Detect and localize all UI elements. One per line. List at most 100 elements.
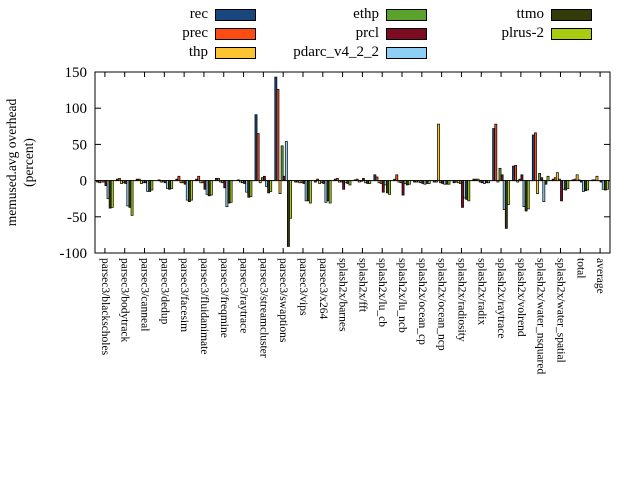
y-axis-label-line1: memused.avg overhead xyxy=(4,99,19,227)
legend-item-label: ethp xyxy=(353,6,379,22)
legend-color-swatch xyxy=(386,27,427,40)
bar-plrus-2 xyxy=(586,180,590,191)
x-category-label: total xyxy=(574,258,586,278)
x-category-label: parsec3/freqmine xyxy=(218,258,230,338)
bar-prec xyxy=(395,174,399,181)
x-category-label: average xyxy=(594,258,606,294)
bar-ethp xyxy=(498,167,502,181)
bar-thp xyxy=(555,172,559,181)
legend-column: ttmo plrus-2 xyxy=(428,5,592,43)
bar-ethp xyxy=(577,179,581,181)
bar-plrus-2 xyxy=(308,180,312,204)
bar-prec xyxy=(494,123,498,181)
bar-prec xyxy=(137,178,141,181)
legend-item: thp xyxy=(95,43,256,62)
x-category-label: parsec3/streamcluster xyxy=(257,258,269,358)
bar-thp xyxy=(437,123,440,181)
plot-frame xyxy=(94,71,611,254)
x-category-label: splash2x/fft xyxy=(356,258,368,313)
bar-prec xyxy=(434,180,438,183)
x-category-label: splash2x/radix xyxy=(475,258,487,325)
legend-item-label: ttmo xyxy=(516,6,544,22)
bar-plrus-2 xyxy=(526,180,530,210)
legend-color-swatch xyxy=(215,46,256,59)
bar-prcl xyxy=(381,180,385,193)
legend-item: prec xyxy=(95,24,256,43)
y-tick-label: -100 xyxy=(60,246,88,262)
bar-prcl xyxy=(342,180,346,190)
bar-prcl xyxy=(401,180,405,196)
bar-prcl xyxy=(263,175,266,181)
x-category-label: parsec3/vips xyxy=(297,258,309,316)
x-category-label: parsec3/x264 xyxy=(317,258,329,320)
bar-ttmo xyxy=(544,180,548,185)
bar-plrus-2 xyxy=(606,180,609,190)
bar-prcl xyxy=(500,174,504,181)
bar-plrus-2 xyxy=(388,180,391,195)
x-category-label: parsec3/blackscholes xyxy=(99,258,111,356)
bar-pdarc_v4_2_2 xyxy=(542,180,546,202)
bar-prec xyxy=(236,179,240,181)
legend-color-swatch xyxy=(215,8,256,21)
bar-plrus-2 xyxy=(249,180,253,197)
bar-prec xyxy=(514,165,518,181)
y-axis-label-line2: (percent) xyxy=(21,138,36,187)
bar-thp xyxy=(516,180,520,183)
bar-plrus-2 xyxy=(507,180,510,205)
legend-item: pdarc_v4_2_2 xyxy=(250,43,427,62)
legend-column: rec prec thp xyxy=(95,5,256,62)
x-category-label: parsec3/canneal xyxy=(139,258,151,331)
legend-color-swatch xyxy=(386,46,427,59)
bar-prec xyxy=(118,178,121,181)
y-tick-label: -50 xyxy=(67,210,87,226)
legend-item-label: plrus-2 xyxy=(501,25,545,41)
bar-ethp xyxy=(359,180,363,182)
x-category-label: parsec3/facesim xyxy=(178,258,190,332)
bar-prec xyxy=(534,132,537,181)
bar-plrus-2 xyxy=(368,180,372,184)
bar-thp xyxy=(595,175,599,181)
bar-plrus-2 xyxy=(407,180,411,185)
legend-item-label: pdarc_v4_2_2 xyxy=(293,44,379,60)
bar-plrus-2 xyxy=(447,180,451,185)
bar-plrus-2 xyxy=(269,180,273,192)
bar-rec xyxy=(314,180,317,183)
bar-prec xyxy=(316,178,319,181)
x-category-label: splash2x/water_nsquared xyxy=(535,258,547,374)
legend-item-label: prec xyxy=(182,25,208,41)
x-category-label: parsec3/fluidanimate xyxy=(198,258,210,354)
bar-thp xyxy=(476,178,480,181)
bar-prec xyxy=(335,178,339,181)
bar-prec xyxy=(375,176,379,181)
bar-plrus-2 xyxy=(348,180,352,186)
legend-color-swatch xyxy=(551,27,592,40)
x-category-label: parsec3/bodytrack xyxy=(119,258,131,343)
bar-plrus-2 xyxy=(328,180,332,204)
legend-item: ttmo xyxy=(428,5,592,24)
legend-item-label: rec xyxy=(189,6,208,22)
x-category-label: parsec3/dedup xyxy=(158,258,170,325)
x-category-label: splash2x/lu_ncb xyxy=(396,258,408,333)
y-tick-label: 100 xyxy=(65,101,88,117)
bar-prcl xyxy=(362,178,365,181)
bar-prcl xyxy=(560,180,563,202)
bar-prcl xyxy=(520,174,524,181)
y-tick-label: 50 xyxy=(72,137,87,153)
bar-plrus-2 xyxy=(289,180,292,219)
bar-thp xyxy=(278,180,282,194)
bar-ethp xyxy=(280,145,284,181)
bar-plrus-2 xyxy=(487,180,490,184)
bar-plrus-2 xyxy=(130,180,134,216)
x-category-label: splash2x/raytrace xyxy=(495,258,507,338)
bar-plrus-2 xyxy=(209,180,213,196)
legend-item-label: thp xyxy=(188,44,208,60)
bar-prcl xyxy=(540,177,544,181)
bar-thp xyxy=(496,180,500,183)
legend-column: ethp prcl pdarc_v4_2_2 xyxy=(250,5,427,62)
x-category-label: splash2x/radiosity xyxy=(455,258,467,342)
x-category-label: splash2x/barnes xyxy=(337,258,349,332)
x-category-label: splash2x/lu_cb xyxy=(376,258,388,327)
legend-item: ethp xyxy=(250,5,427,24)
bar-prec xyxy=(177,175,181,181)
